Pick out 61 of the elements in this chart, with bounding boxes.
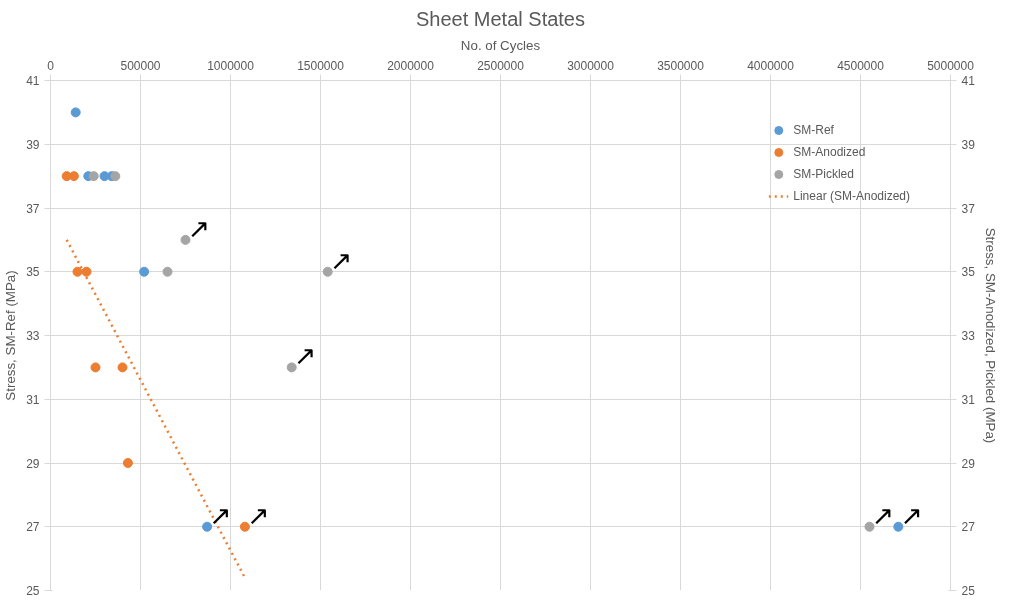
point — [239, 521, 250, 532]
y-tick-label: 37 — [26, 201, 40, 216]
y-tick-label: 25 — [26, 584, 40, 598]
point — [139, 266, 150, 277]
legend-label: SM-Anodized — [793, 145, 866, 159]
point — [180, 234, 191, 245]
y2-tick-label: 39 — [961, 137, 976, 152]
chart-title: Sheet Metal States — [416, 7, 585, 30]
annotation: ↗ — [246, 499, 270, 531]
legend-label: SM-Ref — [793, 123, 834, 137]
y2-tick-label: 29 — [961, 456, 976, 471]
point — [864, 521, 875, 532]
annotation: ↗ — [329, 244, 353, 276]
x-tick-label: 2000000 — [387, 58, 435, 73]
y2-tick-label: 33 — [961, 329, 976, 343]
x-tick-label: 500000 — [120, 58, 161, 73]
x-tick-label: 4000000 — [747, 58, 795, 73]
y-tick-label: 33 — [26, 329, 40, 343]
point — [322, 266, 333, 277]
y2-axis-title: Stress, SM-Anodized, Pickled (MPa) — [982, 227, 998, 444]
point — [162, 266, 173, 277]
point — [81, 266, 92, 277]
y-tick-label: 29 — [26, 456, 40, 471]
y-tick-label: 27 — [26, 520, 40, 535]
y2-tick-label: 25 — [961, 584, 976, 598]
x-tick-label: 0 — [47, 58, 55, 73]
point — [893, 521, 904, 532]
annotation: ↗ — [293, 340, 317, 372]
annotation: ↗ — [187, 212, 210, 244]
point — [88, 171, 99, 182]
legend-label: SM-Pickled — [793, 167, 854, 181]
point — [110, 171, 121, 182]
y2-tick-label: 31 — [961, 392, 976, 407]
annotation: ↗ — [871, 499, 894, 531]
x-tick-label: 2500000 — [477, 58, 525, 73]
point — [72, 266, 83, 277]
y-tick-label: 41 — [26, 74, 40, 88]
point — [122, 458, 133, 468]
y2-tick-label: 41 — [961, 74, 976, 88]
point — [286, 362, 297, 373]
point — [117, 362, 128, 373]
x-tick-label: 1500000 — [297, 58, 345, 73]
y-axis-title: Stress, SM-Ref (MPa) — [3, 270, 19, 401]
y2-tick-label: 37 — [961, 201, 976, 216]
point — [70, 107, 81, 118]
annotation: ↗ — [900, 499, 923, 531]
y-tick-label: 31 — [26, 392, 40, 407]
x-axis-title: No. of Cycles — [460, 37, 541, 53]
annotation: ↗ — [209, 499, 232, 531]
x-tick-label: 3500000 — [657, 58, 705, 73]
x-tick-label: 4500000 — [837, 58, 885, 73]
point — [202, 521, 213, 532]
y-tick-label: 39 — [26, 137, 40, 152]
y-tick-label: 35 — [26, 265, 40, 280]
x-tick-label: 3000000 — [567, 58, 615, 73]
x-tick-label: 5000000 — [927, 58, 975, 73]
y2-tick-label: 35 — [961, 265, 976, 280]
y2-tick-label: 27 — [961, 520, 976, 535]
point — [90, 362, 101, 373]
legend-label: Linear (SM-Anodized) — [793, 189, 910, 203]
x-tick-label: 1000000 — [207, 58, 255, 73]
